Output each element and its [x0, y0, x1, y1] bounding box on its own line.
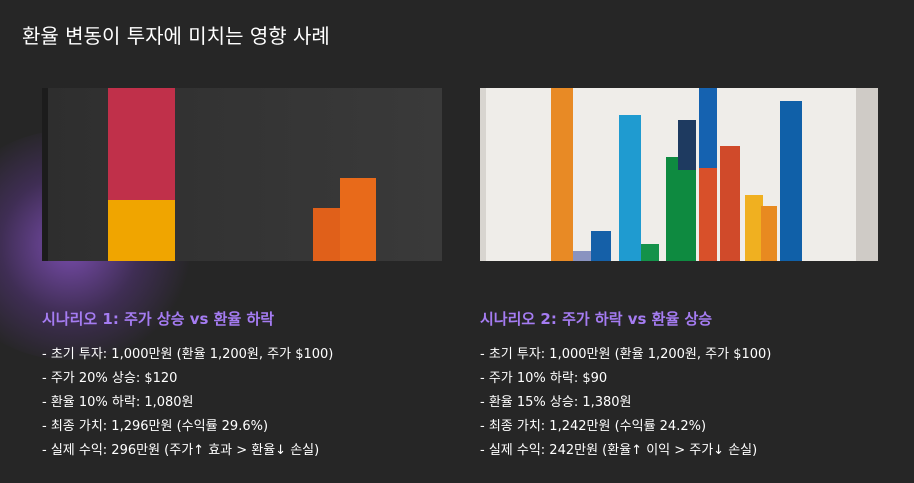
chart-image-2 — [480, 88, 878, 261]
scenario: 시나리오 2: 주가 하락 vs 환율 상승 - 초기 투자: 1,000만원 (… — [480, 308, 900, 465]
scenario-heading: 시나리오 1: 주가 상승 vs 환율 하락 — [42, 310, 275, 328]
bullet-item: - 최종 가치: 1,242만원 (수익률 24.2%) — [480, 419, 707, 434]
bullet-item: - 최종 가치: 1,296만원 (수익률 29.6%) — [42, 419, 269, 434]
scenario: 시나리오 1: 주가 상승 vs 환율 하락 - 초기 투자: 1,000만원 (… — [42, 308, 462, 465]
bullet-item: - 환율 15% 상승: 1,380원 — [480, 395, 632, 410]
slide-title: 환율 변동이 투자에 미치는 영향 사례 — [22, 24, 330, 48]
bullet-item: - 초기 투자: 1,000만원 (환율 1,200원, 주가 $100) — [480, 347, 772, 362]
bullet-item: - 초기 투자: 1,000만원 (환율 1,200원, 주가 $100) — [42, 347, 334, 362]
bullet-item: - 환율 10% 하락: 1,080원 — [42, 395, 194, 410]
chart-image-1 — [42, 88, 442, 261]
bullet-item: - 주가 20% 상승: $120 — [42, 371, 178, 386]
bullet-item: - 주가 10% 하락: $90 — [480, 371, 608, 386]
scenario-heading: 시나리오 2: 주가 하락 vs 환율 상승 — [480, 310, 713, 328]
bullet-item: - 실제 수익: 242만원 (환율↑ 이익 > 주가↓ 손실) — [480, 443, 758, 458]
bullet-item: - 실제 수익: 296만원 (주가↑ 효과 > 환율↓ 손실) — [42, 443, 320, 458]
